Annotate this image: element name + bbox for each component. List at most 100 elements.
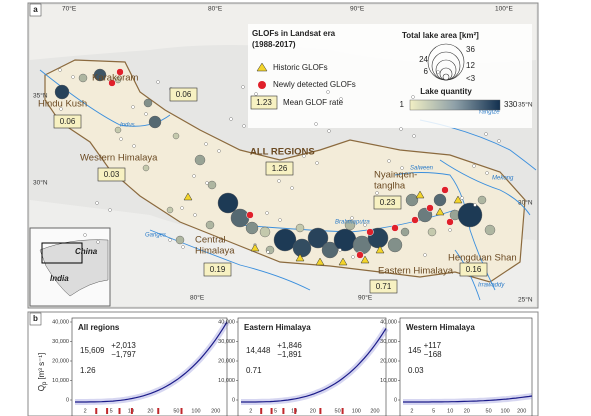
inset-extent — [41, 242, 83, 264]
lake — [273, 228, 297, 252]
event-bar — [270, 408, 273, 414]
curve — [75, 321, 228, 403]
new-glof — [356, 251, 364, 259]
lon-label: 70°E — [62, 5, 77, 13]
text-part: p — [42, 381, 48, 385]
new-glof — [108, 79, 116, 87]
x-tick-label: 2 — [249, 408, 252, 414]
historic-glof — [415, 190, 425, 199]
lake — [166, 206, 174, 214]
small-lake — [302, 154, 306, 158]
small-lake — [265, 211, 269, 215]
new-glof — [116, 68, 124, 76]
size-label: 12 — [466, 61, 475, 70]
small-lake — [204, 142, 208, 146]
small-lake — [314, 122, 318, 126]
rate-label: 0.19 — [210, 265, 226, 274]
river-label: Brahmaputra — [335, 220, 370, 226]
river-label: Mekong — [492, 176, 514, 182]
region-label: Himalaya — [195, 246, 235, 257]
x-tick-label: 50 — [486, 408, 492, 414]
legend-label: 1 — [400, 100, 405, 109]
legend-dot — [258, 81, 266, 89]
region-label: tanglha — [374, 181, 406, 192]
small-lake — [436, 70, 440, 74]
text-part: Q — [37, 385, 46, 391]
estimate: 15,609 — [80, 346, 105, 355]
river-label: Irrawaddy — [478, 283, 505, 289]
small-lake — [58, 68, 62, 72]
region-label: Karakoram — [92, 73, 139, 84]
lake — [245, 221, 259, 235]
lake — [194, 154, 206, 166]
legend-label: Mean GLOF rate — [283, 98, 344, 107]
quantity-bar — [409, 99, 501, 111]
size-label: <3 — [466, 74, 476, 83]
lake — [54, 84, 70, 100]
text-part: [m³ s⁻¹] — [37, 353, 46, 380]
lat-label: 30°N — [33, 179, 48, 187]
legend-title: (1988-2017) — [252, 40, 296, 49]
event-bar — [180, 408, 183, 414]
historic-glof — [375, 245, 385, 254]
x-tick-label: 5 — [110, 408, 113, 414]
inset-label: China — [75, 247, 98, 256]
panel-b-frame — [27, 311, 539, 416]
small-lake — [205, 181, 209, 185]
estimate: 14,448 — [246, 346, 271, 355]
small-lake — [484, 132, 488, 136]
rate-box — [169, 87, 198, 102]
y-tick-label: 10,000 — [218, 378, 235, 384]
historic-glof — [183, 192, 193, 201]
lake — [142, 164, 150, 172]
lake — [400, 227, 410, 237]
small-lake — [400, 166, 404, 170]
lon-label: 100°E — [495, 5, 513, 13]
x-tick-label: 10 — [128, 408, 134, 414]
small-lake — [278, 218, 282, 222]
rate-label: 0.06 — [176, 90, 192, 99]
y-tick-label: 40,000 — [218, 319, 235, 325]
lake — [457, 202, 483, 228]
small-lake — [327, 129, 331, 133]
lake — [230, 208, 250, 228]
new-glof — [446, 218, 454, 226]
size-label: 24 — [419, 55, 428, 64]
new-glof — [366, 228, 374, 236]
small-lake — [473, 203, 477, 207]
y-tick-label: 0 — [66, 397, 69, 403]
small-lake — [96, 240, 100, 244]
legend-label: Historic GLOFs — [273, 63, 328, 72]
lake — [292, 238, 312, 258]
rate-label: 0.03 — [104, 170, 120, 179]
lake — [307, 227, 329, 249]
lake — [259, 226, 271, 238]
region-label: ALL REGIONS — [250, 147, 315, 158]
y-tick-label: 40,000 — [52, 319, 69, 325]
lake — [217, 192, 239, 214]
x-tick-label: 200 — [211, 408, 220, 414]
curve — [403, 395, 533, 403]
small-lake — [266, 250, 270, 254]
inset-label: India — [50, 274, 69, 283]
river-label: Indus — [120, 123, 135, 129]
small-lake — [290, 186, 294, 190]
lake — [484, 224, 496, 236]
small-lake — [375, 191, 379, 195]
lake — [207, 180, 217, 190]
historic-glof — [338, 257, 348, 266]
event-bar — [95, 408, 98, 414]
size-label: 6 — [424, 67, 429, 76]
lat-label: 30°N — [518, 199, 533, 207]
size-circle — [442, 73, 450, 81]
small-lake — [448, 228, 452, 232]
event-bar — [319, 408, 322, 414]
rate-box — [53, 114, 82, 129]
rate-box — [97, 167, 126, 182]
region-label: Hindu Kush — [38, 99, 87, 110]
panel-label: a — [33, 5, 38, 14]
rate-box — [203, 262, 232, 277]
small-lake — [363, 223, 367, 227]
curve — [241, 328, 387, 403]
x-tick-label: 100 — [191, 408, 200, 414]
